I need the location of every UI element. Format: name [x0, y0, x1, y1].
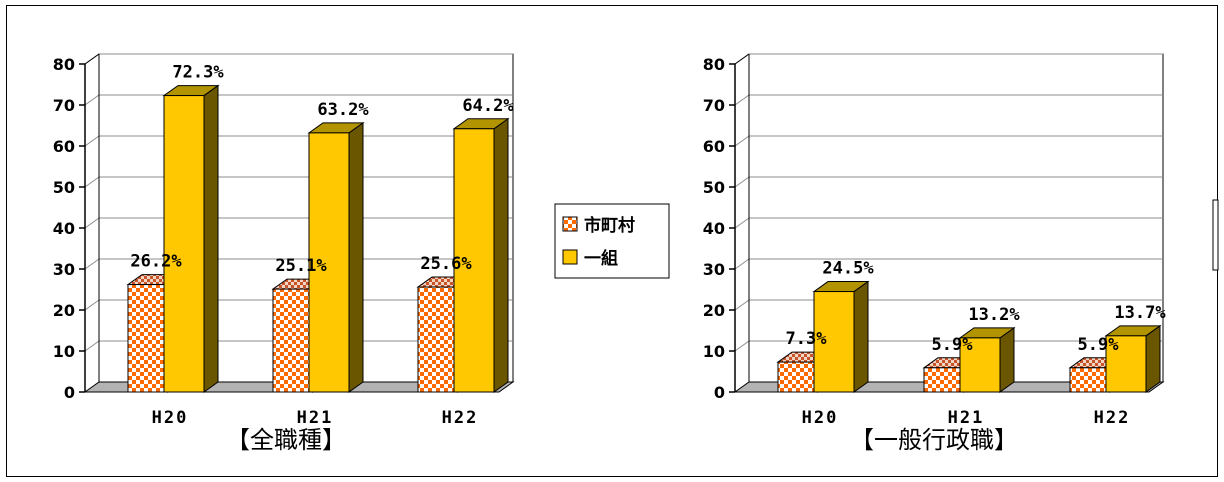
grid-connector — [84, 299, 100, 311]
x-category-label: H20 — [152, 408, 189, 428]
bar-side-face — [348, 121, 364, 393]
y-tick-label: 50 — [53, 178, 75, 197]
bar-front-face — [1069, 367, 1111, 393]
y-tick-label: 10 — [703, 342, 725, 361]
grid-connector — [84, 176, 100, 188]
data-label: 72.3% — [172, 63, 224, 83]
grid-connector — [84, 340, 100, 352]
bar-front-face — [813, 291, 855, 393]
partial-edge-box — [1212, 199, 1219, 271]
data-label: 5.9% — [1078, 335, 1120, 355]
legend-box — [554, 203, 670, 279]
y-tick-label: 60 — [53, 137, 75, 156]
legend: 市町村 一組 — [554, 203, 670, 279]
grid-connector — [734, 299, 750, 311]
data-label: 13.2% — [968, 305, 1020, 325]
bar-front-face — [923, 367, 965, 393]
label-layer: 0 10 20 30 40 50 60 70 80 H20 7.3% 24.5% H21 5.9% 13.2… — [703, 55, 1167, 428]
data-label: 13.7% — [1114, 303, 1166, 323]
grid-connector — [734, 135, 750, 147]
y-tick-label: 40 — [53, 219, 75, 238]
bar-union — [958, 326, 1016, 393]
y-tick-label: 0 — [64, 383, 75, 402]
bar-front-face — [959, 337, 1001, 393]
y-tick-label: 70 — [703, 96, 725, 115]
y-tick-label: 20 — [53, 301, 75, 320]
bar-front-face — [777, 361, 819, 393]
data-label: 64.2% — [462, 96, 514, 116]
grid-connector — [734, 340, 750, 352]
legend-swatch-union — [562, 249, 578, 265]
data-label: 25.6% — [420, 254, 472, 274]
bar-side-face — [853, 280, 869, 393]
grid-connector — [734, 217, 750, 229]
grid-connector — [734, 258, 750, 270]
bar-union — [307, 121, 365, 393]
grid-connector — [734, 176, 750, 188]
y-tick-label: 30 — [703, 260, 725, 279]
y-tick-label: 30 — [53, 260, 75, 279]
data-label: 63.2% — [317, 100, 369, 120]
chart-title: 【全職種】 — [226, 426, 346, 454]
y-tick-label: 60 — [703, 137, 725, 156]
data-label: 5.9% — [932, 335, 974, 355]
bar-front-face — [163, 95, 205, 393]
data-label: 7.3% — [786, 329, 828, 349]
grid-connector — [84, 258, 100, 270]
chart-all-occupations: 0 10 20 30 40 50 60 70 80 H20 26.2% 72.3% H21 25.1% 63… — [53, 53, 515, 454]
y-tick-label: 80 — [53, 55, 75, 74]
bar-front-face — [417, 286, 459, 393]
bar-side-face — [999, 326, 1015, 393]
grid-connector — [734, 94, 750, 106]
data-label: 25.1% — [275, 256, 327, 276]
grid-connector — [84, 94, 100, 106]
bar-union — [162, 84, 220, 393]
bar-front-face — [127, 284, 169, 393]
x-category-label: H20 — [802, 408, 839, 428]
y-tick-label: 40 — [703, 219, 725, 238]
x-category-label: H22 — [442, 408, 479, 428]
y-tick-label: 0 — [714, 383, 725, 402]
bar-front-face — [272, 288, 314, 393]
bar-layer — [776, 280, 1162, 393]
label-layer: 0 10 20 30 40 50 60 70 80 H20 26.2% 72.3% H21 25.1% 63… — [53, 55, 515, 428]
x-category-label: H21 — [948, 408, 985, 428]
legend-swatch-municipal — [562, 216, 578, 232]
grid-layer — [729, 53, 1165, 393]
legend-label-municipal: 市町村 — [584, 215, 635, 236]
chart-title: 【一般行政職】 — [850, 426, 1018, 454]
y-tick-label: 20 — [703, 301, 725, 320]
y-tick-label: 50 — [703, 178, 725, 197]
legend-label-union: 一組 — [584, 248, 618, 269]
grid-connector — [84, 217, 100, 229]
bar-union — [1104, 324, 1162, 393]
side-wall-top-edge — [84, 53, 100, 65]
bar-front-face — [308, 132, 350, 393]
bar-side-face — [1145, 324, 1161, 393]
data-label: 26.2% — [130, 252, 182, 272]
side-wall-top-edge — [734, 53, 750, 65]
bar-front-face — [1105, 335, 1147, 393]
grid-connector — [84, 135, 100, 147]
bar-union — [812, 280, 870, 393]
data-label: 24.5% — [822, 259, 874, 279]
x-category-label: H21 — [297, 408, 334, 428]
bar-side-face — [203, 84, 219, 393]
x-category-label: H22 — [1094, 408, 1131, 428]
y-tick-label: 10 — [53, 342, 75, 361]
bar-side-face — [493, 117, 509, 393]
y-tick-label: 80 — [703, 55, 725, 74]
chart-general-administration: 0 10 20 30 40 50 60 70 80 H20 7.3% 24.5% H21 5.9% 13.2… — [703, 53, 1167, 454]
bar-front-face — [453, 128, 495, 393]
bar-layer — [126, 84, 510, 393]
bar-union — [452, 117, 510, 393]
y-tick-label: 70 — [53, 96, 75, 115]
